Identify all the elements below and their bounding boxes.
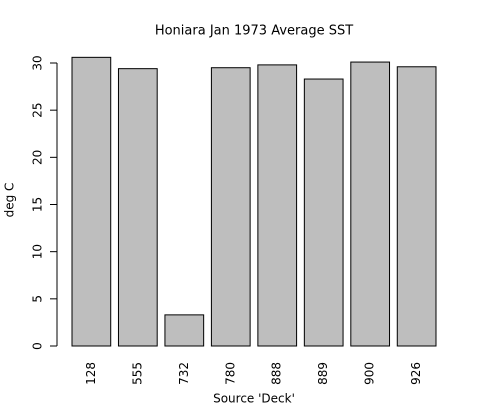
bar bbox=[257, 64, 298, 347]
chart-title: Honiara Jan 1973 Average SST bbox=[155, 24, 353, 39]
x-tick-label: 780 bbox=[223, 362, 237, 385]
x-tick-label: 888 bbox=[270, 362, 284, 385]
bar bbox=[350, 61, 391, 347]
y-tick-label: 25 bbox=[31, 103, 45, 118]
x-tick-label: 732 bbox=[177, 362, 191, 385]
bar bbox=[396, 66, 437, 347]
bar bbox=[117, 68, 158, 347]
y-tick-label: 0 bbox=[31, 342, 45, 350]
x-tick-label: 889 bbox=[316, 362, 330, 385]
x-tick-label: 900 bbox=[363, 362, 377, 385]
x-tick-label: 555 bbox=[130, 362, 144, 385]
x-tick-label: 926 bbox=[409, 362, 423, 385]
y-axis-label: deg C bbox=[3, 183, 17, 218]
x-tick-label: 128 bbox=[84, 362, 98, 385]
y-tick-label: 5 bbox=[31, 295, 45, 303]
y-tick-label: 10 bbox=[31, 244, 45, 259]
bar bbox=[71, 56, 112, 347]
x-axis-label: Source 'Deck' bbox=[213, 392, 295, 406]
y-tick-label: 15 bbox=[31, 197, 45, 212]
bar bbox=[303, 78, 344, 347]
bar bbox=[164, 314, 205, 347]
y-tick-label: 30 bbox=[31, 55, 45, 70]
bar bbox=[210, 67, 251, 347]
y-tick-label: 20 bbox=[31, 150, 45, 165]
